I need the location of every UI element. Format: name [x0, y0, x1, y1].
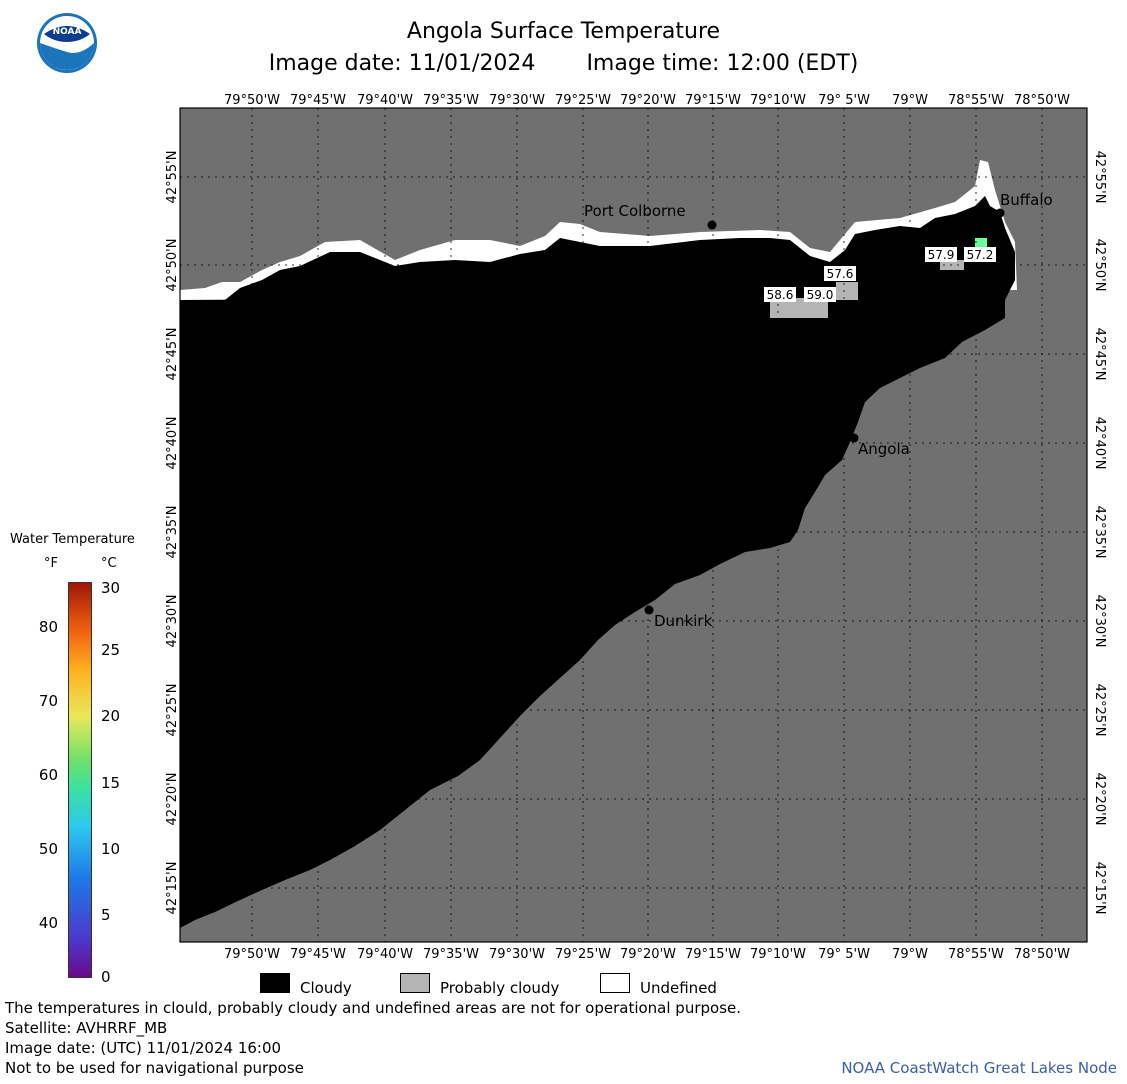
lon-tick-top: 79°30'W	[489, 93, 545, 108]
legend-c-label: 5	[101, 906, 111, 924]
lat-tick-right: 42°30'N	[1092, 595, 1107, 648]
map-frame	[179, 107, 1088, 943]
legend-title: Water Temperature	[10, 532, 135, 547]
lon-tick-top: 78°55'W	[948, 93, 1004, 108]
temp-label: 59.0	[807, 288, 834, 302]
lat-tick-left: 42°20'N	[165, 773, 180, 826]
city-label-angola: Angola	[858, 440, 910, 458]
lon-tick-top: 79°40'W	[357, 93, 413, 108]
lon-tick-bottom: 79°45'W	[290, 947, 346, 962]
lon-tick-bottom: 79°30'W	[489, 947, 545, 962]
lat-tick-right: 42°15'N	[1092, 862, 1107, 915]
city-label-dunkirk: Dunkirk	[654, 612, 713, 630]
temp-label: 57.9	[928, 248, 955, 262]
lon-tick-top: 79°20'W	[620, 93, 676, 108]
legend-f-label: 50	[38, 840, 58, 858]
legend-unit-c: °C	[101, 556, 117, 571]
lon-tick-bottom: 79°W	[892, 947, 928, 962]
graticule-grid	[180, 108, 1087, 942]
lon-tick-bottom: 79°15'W	[685, 947, 741, 962]
key-swatch-undefined	[600, 973, 630, 993]
noaa-logo-icon: NOAA	[37, 13, 97, 73]
lon-tick-top: 78°50'W	[1014, 93, 1070, 108]
image-time: Image time: 12:00 (EDT)	[586, 51, 859, 76]
lon-tick-top: 79°15'W	[685, 93, 741, 108]
lon-tick-bottom: 79°10'W	[750, 947, 806, 962]
lat-tick-right: 42°50'N	[1092, 239, 1107, 292]
lat-tick-right: 42°45'N	[1092, 328, 1107, 381]
lon-tick-bottom: 78°55'W	[948, 947, 1004, 962]
lat-tick-left: 42°15'N	[165, 862, 180, 915]
footer-navigation-warning: Not to be used for navigational purpose	[5, 1059, 304, 1077]
map-title: Angola Surface Temperature	[406, 19, 721, 44]
lon-tick-bottom: 79°20'W	[620, 947, 676, 962]
legend-c-label: 20	[101, 707, 121, 725]
cloudy-water-area	[180, 196, 1015, 928]
lat-tick-left: 42°45'N	[165, 328, 180, 381]
lat-tick-right: 42°25'N	[1092, 684, 1107, 737]
key-swatch-cloudy	[260, 973, 290, 993]
lon-tick-top: 79° 5'W	[818, 93, 870, 108]
image-datetime: Image date: 11/01/2024 Image time: 12:00…	[0, 51, 1127, 76]
legend-f-label: 60	[38, 766, 58, 784]
footer-satellite: Satellite: AVHRRF_MB	[5, 1019, 168, 1037]
lat-tick-left: 42°25'N	[165, 684, 180, 737]
lat-tick-right: 42°35'N	[1092, 506, 1107, 559]
legend-c-label: 25	[101, 641, 121, 659]
lon-tick-bottom: 79°35'W	[423, 947, 479, 962]
temperature-colorbar	[68, 582, 92, 978]
lat-tick-right: 42°55'N	[1092, 151, 1107, 204]
key-label-undefined: Undefined	[640, 979, 717, 997]
lon-tick-top: 79°W	[892, 93, 928, 108]
lat-tick-right: 42°20'N	[1092, 773, 1107, 826]
legend-unit-f: °F	[44, 556, 58, 571]
temperature-pixel	[975, 238, 987, 248]
footer-disclaimer: The temperatures in clould, probably clo…	[5, 999, 742, 1017]
temp-label: 57.2	[967, 248, 994, 262]
temp-label: 57.6	[827, 267, 854, 281]
legend-f-label: 40	[38, 914, 58, 932]
city-label-port-colborne: Port Colborne	[584, 202, 686, 220]
lon-tick-top: 79°25'W	[555, 93, 611, 108]
lat-tick-left: 42°35'N	[165, 506, 180, 559]
image-date: Image date: 11/01/2024	[268, 51, 536, 76]
legend-c-label: 10	[101, 840, 121, 858]
city-markers: Port Colborne Buffalo Angola Dunkirk	[584, 191, 1053, 630]
lon-tick-bottom: 79°50'W	[224, 947, 280, 962]
legend-c-label: 15	[101, 774, 121, 792]
footer-utc-date: Image date: (UTC) 11/01/2024 16:00	[5, 1039, 282, 1057]
lat-tick-left: 42°50'N	[165, 239, 180, 292]
lon-tick-top: 79°50'W	[224, 93, 280, 108]
legend-c-label: 30	[101, 579, 121, 597]
lon-tick-bottom: 78°50'W	[1014, 947, 1070, 962]
key-swatch-probably-cloudy	[400, 973, 430, 993]
key-label-probably-cloudy: Probably cloudy	[440, 979, 560, 997]
legend-f-label: 70	[38, 692, 58, 710]
footer-credit: NOAA CoastWatch Great Lakes Node	[841, 1059, 1117, 1077]
lat-tick-left: 42°55'N	[165, 151, 180, 204]
lon-tick-top: 79°35'W	[423, 93, 479, 108]
lat-tick-left: 42°40'N	[165, 417, 180, 470]
key-label-cloudy: Cloudy	[300, 979, 352, 997]
logo-text: NOAA	[53, 27, 82, 37]
legend-c-label: 0	[101, 968, 111, 986]
city-label-buffalo: Buffalo	[1000, 191, 1053, 209]
legend-f-label: 80	[38, 618, 58, 636]
temp-label: 58.6	[767, 288, 794, 302]
lon-tick-top: 79°45'W	[290, 93, 346, 108]
lon-tick-bottom: 79° 5'W	[818, 947, 870, 962]
lon-tick-bottom: 79°40'W	[357, 947, 413, 962]
lat-tick-left: 42°30'N	[165, 595, 180, 648]
lon-tick-bottom: 79°25'W	[555, 947, 611, 962]
lon-tick-top: 79°10'W	[750, 93, 806, 108]
lat-tick-right: 42°40'N	[1092, 417, 1107, 470]
